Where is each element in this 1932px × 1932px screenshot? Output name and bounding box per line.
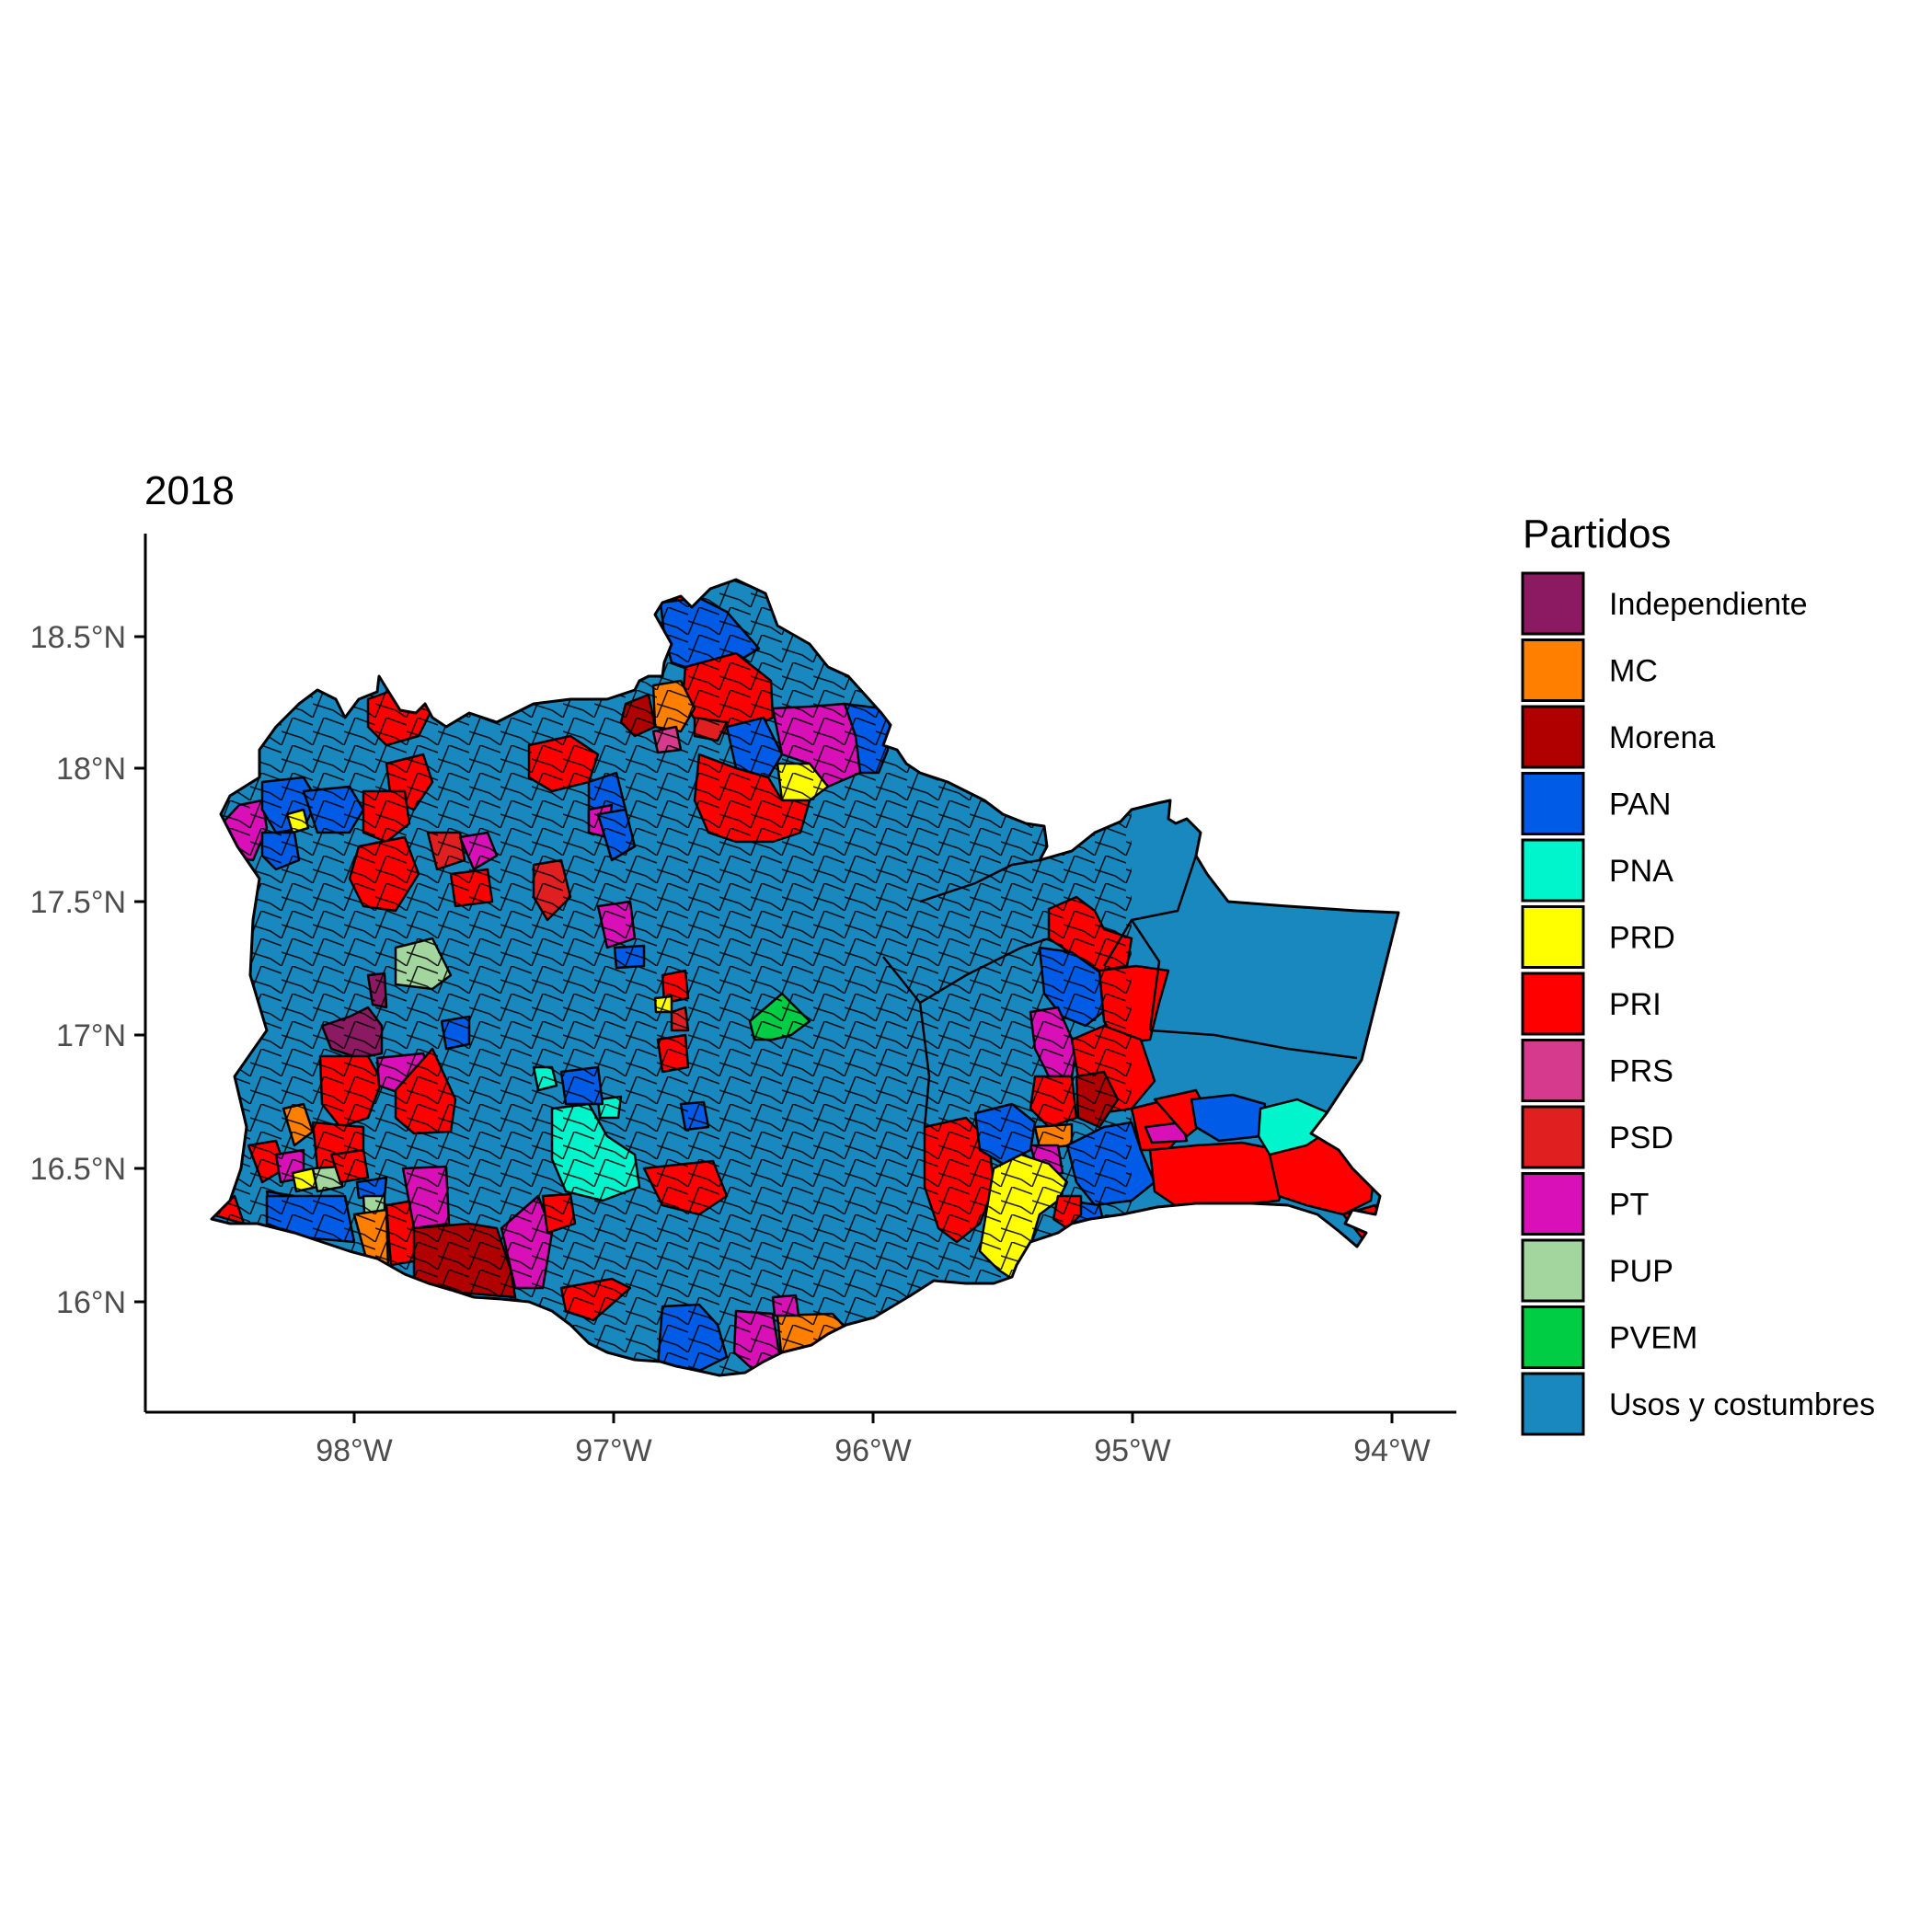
legend-swatch-pvem (1521, 1305, 1585, 1369)
y-tick-label-18-5: 18.5°N (30, 620, 126, 655)
legend-swatch-pan (1521, 772, 1585, 835)
legend-swatch-usos-y-costumbres (1521, 1372, 1585, 1436)
y-tick-label-16: 16°N (56, 1285, 126, 1320)
legend-label-mc: MC (1609, 654, 1658, 689)
legend-label-pri: PRI (1609, 987, 1662, 1022)
x-tick-labels: 98°W 97°W 96°W 95°W 94°W (316, 1433, 1431, 1468)
legend-item-morena: Morena (1521, 705, 1715, 769)
y-tick-label-16-5: 16.5°N (30, 1152, 126, 1187)
legend-item-psd: PSD (1521, 1105, 1673, 1169)
large-eastern-municipal-lines (882, 853, 1358, 1128)
x-tick-label-97: 97°W (575, 1433, 652, 1468)
legend-item-prd: PRD (1521, 905, 1675, 969)
y-tick-labels: 16°N 16.5°N 17°N 17.5°N 18°N 18.5°N (30, 620, 126, 1320)
legend-item-pvem: PVEM (1521, 1305, 1697, 1369)
legend-swatch-mc (1521, 638, 1585, 702)
legend-label-morena: Morena (1609, 720, 1715, 755)
legend-swatch-morena (1521, 705, 1585, 769)
legend-swatch-prd (1521, 905, 1585, 969)
legend-label-pt: PT (1609, 1188, 1649, 1223)
legend-label-pvem: PVEM (1609, 1321, 1697, 1356)
x-tick-label-94: 94°W (1353, 1433, 1431, 1468)
legend-item-mc: MC (1521, 638, 1658, 702)
state-outline (210, 578, 1400, 1377)
legend-swatch-psd (1521, 1105, 1585, 1169)
y-tick-label-18: 18°N (56, 752, 126, 787)
y-tick-label-17-5: 17.5°N (30, 885, 126, 920)
municipal-boundaries-west (212, 580, 1132, 1375)
legend-item-pna: PNA (1521, 838, 1673, 903)
legend-swatch-pri (1521, 972, 1585, 1036)
legend-label-prd: PRD (1609, 921, 1675, 956)
legend-label-independiente: Independiente (1609, 587, 1808, 622)
legend-label-prs: PRS (1609, 1054, 1673, 1089)
legend-label-pan: PAN (1609, 788, 1671, 822)
x-tick-label-98: 98°W (316, 1433, 393, 1468)
legend-label-pna: PNA (1609, 854, 1673, 889)
x-tick-label-96: 96°W (834, 1433, 912, 1468)
legend-label-usos-y-costumbres: Usos y costumbres (1609, 1387, 1875, 1422)
legend-swatch-pt (1521, 1172, 1585, 1236)
axes (134, 534, 1456, 1423)
legend-item-independiente: Independiente (1521, 571, 1808, 636)
legend-item-pan: PAN (1521, 772, 1671, 835)
legend-swatch-prs (1521, 1039, 1585, 1102)
legend-swatch-pup (1521, 1238, 1585, 1303)
x-tick-label-95: 95°W (1094, 1433, 1171, 1468)
legend-items: Independiente MC Morena PAN PNA PRD PRI PRS PSD P… (1521, 571, 1875, 1436)
legend-item-pri: PRI (1521, 972, 1662, 1036)
legend-item-usos-y-costumbres: Usos y costumbres (1521, 1372, 1875, 1436)
legend-item-pup: PUP (1521, 1238, 1673, 1303)
map-title: 2018 (144, 468, 235, 513)
legend-label-psd: PSD (1609, 1121, 1673, 1156)
legend-item-pt: PT (1521, 1172, 1649, 1236)
y-tick-label-17: 17°N (56, 1018, 126, 1053)
legend-swatch-pna (1521, 838, 1585, 903)
legend-item-prs: PRS (1521, 1039, 1673, 1102)
legend-swatch-independiente (1521, 571, 1585, 636)
legend-title: Partidos (1523, 512, 1671, 557)
legend: Partidos Independiente MC Morena PAN PNA PRD P… (1521, 512, 1875, 1436)
legend-label-pup: PUP (1609, 1254, 1673, 1289)
region-pt-east-3 (1144, 1121, 1189, 1144)
